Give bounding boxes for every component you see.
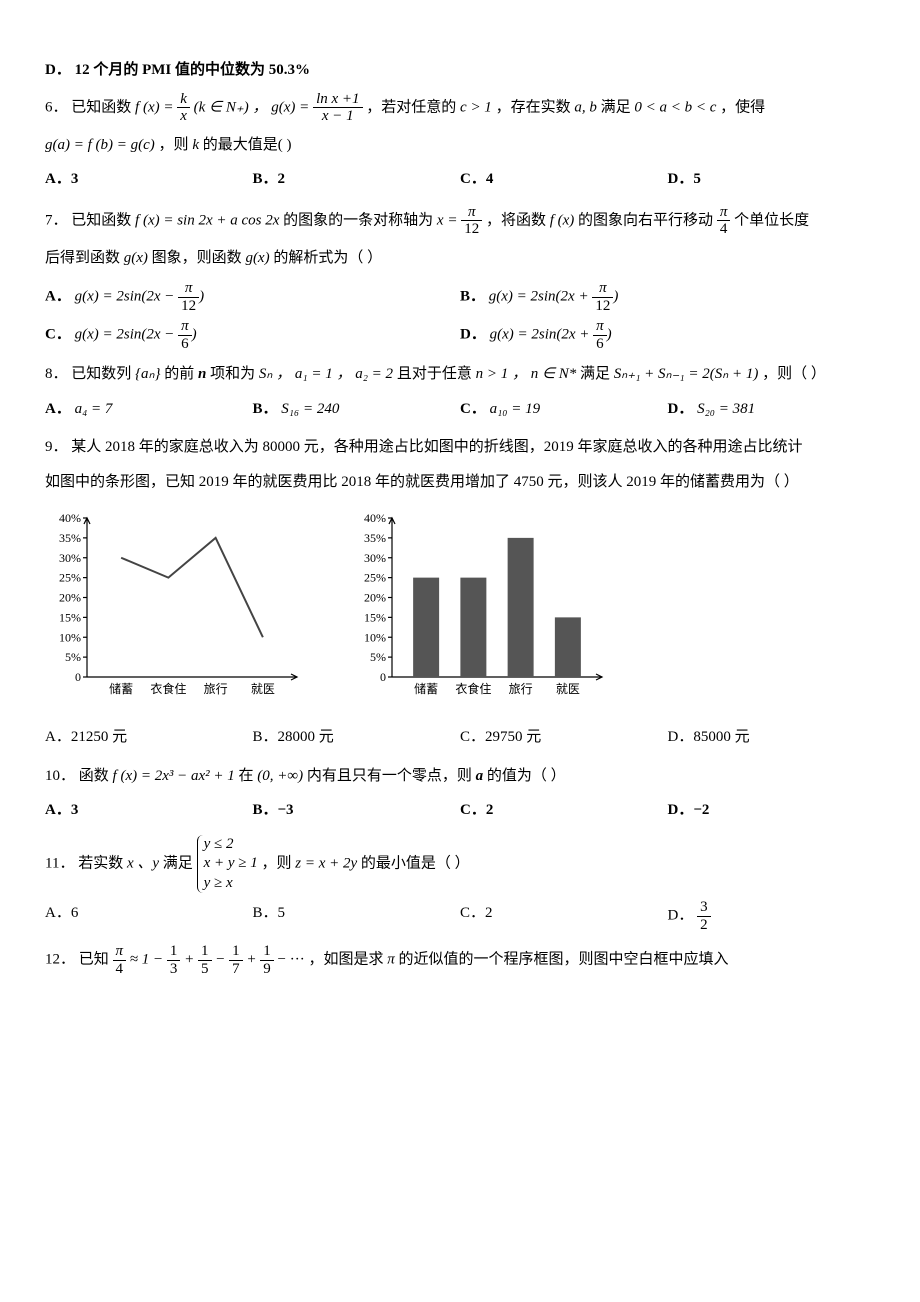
svg-text:30%: 30% (59, 551, 81, 565)
q7-opt-c: C． g(x) = 2sin(2x − π6) (45, 316, 460, 354)
q11-opt-b: B．5 (253, 899, 461, 933)
svg-text:衣食住: 衣食住 (455, 681, 491, 696)
line-chart-svg: 0 5% 10% 15% 20% 25% 30% 35% 40% 储蓄 衣食住 旅行 就医 (45, 510, 305, 705)
frac-pi-12: π 12 (461, 204, 482, 238)
q7-opt-a: A． g(x) = 2sin(2x − π12) (45, 278, 460, 316)
q11-opt-c: C．2 (460, 899, 668, 933)
q6-opt-b: B．2 (253, 165, 461, 194)
q10-opt-b: B．−3 (253, 796, 461, 825)
q8-opt-d: D． S₂₀ = 381 (668, 395, 876, 424)
q6-opt-d: D．5 (668, 165, 876, 194)
svg-text:40%: 40% (59, 511, 81, 525)
svg-text:10%: 10% (59, 630, 81, 644)
q-num: 11． (45, 855, 74, 871)
q8-opt-b: B． S₁₆ = 240 (253, 395, 461, 424)
q10-options: A．3 B．−3 C．2 D．−2 (45, 796, 875, 825)
q7-stem: 7． 已知函数 f (x) = sin 2x + a cos 2x 的图象的一条… (45, 204, 875, 238)
svg-text:储蓄: 储蓄 (109, 681, 133, 696)
svg-text:储蓄: 储蓄 (414, 681, 438, 696)
prev-option-d: D． 12 个月的 PMI 值的中位数为 50.3% (45, 56, 875, 85)
q8-options: A． a₄ = 7 B． S₁₆ = 240 C． a₁₀ = 19 D． S₂… (45, 395, 875, 424)
q6-opt-a: A．3 (45, 165, 253, 194)
q8-opt-a: A． a₄ = 7 (45, 395, 253, 424)
q7-opt-d: D． g(x) = 2sin(2x + π6) (460, 316, 875, 354)
q9-options: A．21250 元 B．28000 元 C．29750 元 D．85000 元 (45, 723, 875, 752)
q6-options: A．3 B．2 C．4 D．5 (45, 165, 875, 194)
svg-text:15%: 15% (59, 610, 81, 624)
q9-charts: 0 5% 10% 15% 20% 25% 30% 35% 40% 储蓄 衣食住 旅行 就医 0 5% 10%… (45, 510, 875, 705)
svg-text:35%: 35% (59, 531, 81, 545)
q11-stem: 11． 若实数 x 、y 满足 y ≤ 2 x + y ≥ 1 y ≥ x ，则… (45, 835, 875, 894)
q9-line1: 9． 某人 2018 年的家庭总收入为 80000 元，各种用途占比如图中的折线… (45, 433, 875, 462)
q10-stem: 10． 函数 f (x) = 2x³ − ax² + 1 在 (0, +∞) 内… (45, 762, 875, 791)
svg-text:旅行: 旅行 (509, 682, 533, 696)
q8-opt-c: C． a₁₀ = 19 (460, 395, 668, 424)
svg-text:衣食住: 衣食住 (150, 681, 186, 696)
q10-opt-d: D．−2 (668, 796, 876, 825)
q9-line2: 如图中的条形图，已知 2019 年的就医费用比 2018 年的就医费用增加了 4… (45, 468, 875, 497)
q7-stem-2: 后得到函数 g(x) 图象，则函数 g(x) 的解析式为（ ） (45, 244, 875, 273)
q8-stem: 8． 已知数列 {aₙ} 的前 n 项和为 Sₙ ， a₁ = 1 ， a₂ =… (45, 360, 875, 389)
svg-text:30%: 30% (364, 551, 386, 565)
q12-stem: 12． 已知 π4 ≈ 1 − 13 + 15 − 17 + 19 − ··· … (45, 943, 875, 977)
q-num: 6． (45, 99, 68, 115)
svg-text:20%: 20% (364, 591, 386, 605)
svg-text:0: 0 (380, 670, 386, 684)
q11-opt-a: A．6 (45, 899, 253, 933)
opt-label: D． (45, 62, 71, 78)
line-chart: 0 5% 10% 15% 20% 25% 30% 35% 40% 储蓄 衣食住 旅行 就医 (45, 510, 305, 705)
svg-text:25%: 25% (364, 571, 386, 585)
svg-text:25%: 25% (59, 571, 81, 585)
bar-chart-svg: 0 5% 10% 15% 20% 25% 30% 35% 40% 储蓄 衣食住 旅行 就医 (350, 510, 610, 705)
frac-ln: ln x +1 x − 1 (313, 91, 362, 125)
svg-text:5%: 5% (370, 650, 386, 664)
q-num: 12． (45, 951, 75, 967)
q7-options: A． g(x) = 2sin(2x − π12) B． g(x) = 2sin(… (45, 278, 875, 354)
q7-opt-b: B． g(x) = 2sin(2x + π12) (460, 278, 875, 316)
brace-system: y ≤ 2 x + y ≥ 1 y ≥ x (197, 835, 258, 894)
q9-opt-b: B．28000 元 (253, 723, 461, 752)
svg-text:40%: 40% (364, 511, 386, 525)
svg-text:0: 0 (75, 670, 81, 684)
svg-text:15%: 15% (364, 610, 386, 624)
svg-text:10%: 10% (364, 630, 386, 644)
q-num: 9． (45, 439, 68, 455)
frac-pi-4: π 4 (717, 204, 731, 238)
opt-text: 12 个月的 PMI 值的中位数为 50.3% (75, 62, 310, 78)
q9-opt-c: C．29750 元 (460, 723, 668, 752)
svg-text:35%: 35% (364, 531, 386, 545)
svg-text:就医: 就医 (556, 682, 580, 696)
q6-opt-c: C．4 (460, 165, 668, 194)
q10-opt-a: A．3 (45, 796, 253, 825)
bar-chart: 0 5% 10% 15% 20% 25% 30% 35% 40% 储蓄 衣食住 旅行 就医 (350, 510, 610, 705)
q-num: 7． (45, 212, 68, 228)
svg-text:5%: 5% (65, 650, 81, 664)
q9-opt-a: A．21250 元 (45, 723, 253, 752)
svg-text:就医: 就医 (251, 682, 275, 696)
q6-stem-2: g(a) = f (b) = g(c) ，则 k 的最大值是( ) (45, 131, 875, 160)
q11-opt-d: D． 32 (668, 899, 876, 933)
q9-opt-d: D．85000 元 (668, 723, 876, 752)
q-num: 8． (45, 366, 68, 382)
q10-opt-c: C．2 (460, 796, 668, 825)
q11-options: A．6 B．5 C．2 D． 32 (45, 899, 875, 933)
q-num: 10． (45, 768, 75, 784)
frac-k-x: k x (177, 91, 190, 125)
svg-text:20%: 20% (59, 591, 81, 605)
q6-stem: 6． 已知函数 f (x) = k x (k ∈ N₊) ， g(x) = ln… (45, 91, 875, 125)
svg-text:旅行: 旅行 (204, 682, 228, 696)
